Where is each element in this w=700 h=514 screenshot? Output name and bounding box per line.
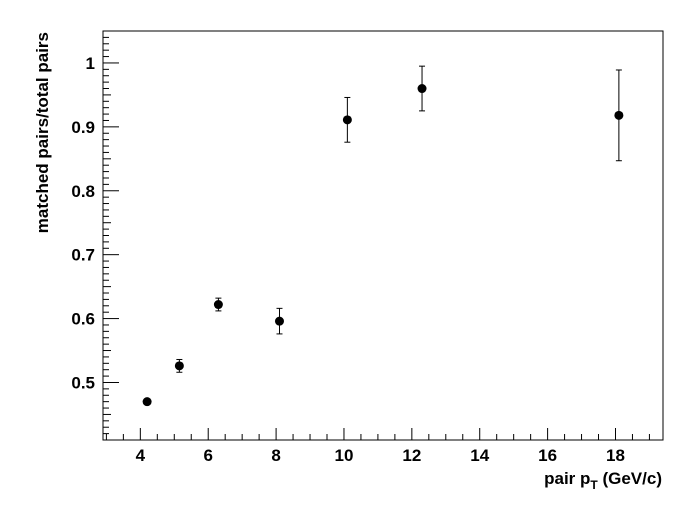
x-tick-label: 18 (606, 446, 625, 465)
data-point (342, 96, 352, 143)
y-tick-label: 0.7 (71, 246, 95, 265)
x-axis-title: pair pT (GeV/c) (544, 469, 662, 492)
plot-frame (102, 30, 664, 441)
x-tick-label: 4 (136, 446, 146, 465)
x-tick-label: 8 (271, 446, 280, 465)
point-marker (274, 316, 284, 326)
y-axis-ticks: 0.5 0.6 0.7 0.8 0.9 1 (71, 36, 119, 435)
x-tick-label: 16 (538, 446, 557, 465)
x-tick-label: 14 (470, 446, 489, 465)
x-tick-label: 10 (335, 446, 354, 465)
point-marker (342, 115, 352, 125)
x-tick-label: 12 (402, 446, 421, 465)
y-axis-title: matched pairs/total pairs (33, 32, 52, 233)
point-marker (213, 300, 223, 310)
y-tick-label: 0.6 (71, 310, 95, 329)
y-tick-label: 1 (86, 54, 95, 73)
y-tick-label: 0.9 (71, 118, 95, 137)
point-marker (142, 397, 152, 407)
data-point (142, 397, 152, 407)
point-marker (417, 84, 427, 94)
data-point (174, 358, 184, 373)
x-tick-label: 6 (203, 446, 212, 465)
data-points (142, 65, 624, 407)
data-point (417, 65, 427, 112)
y-tick-label: 0.8 (71, 182, 95, 201)
data-point (274, 307, 284, 335)
data-point (213, 297, 223, 312)
x-axis-ticks: 4 6 8 10 12 14 16 18 (105, 428, 650, 465)
y-tick-label: 0.5 (71, 373, 95, 392)
data-point (614, 69, 624, 162)
point-marker (174, 361, 184, 371)
point-marker (614, 110, 624, 120)
